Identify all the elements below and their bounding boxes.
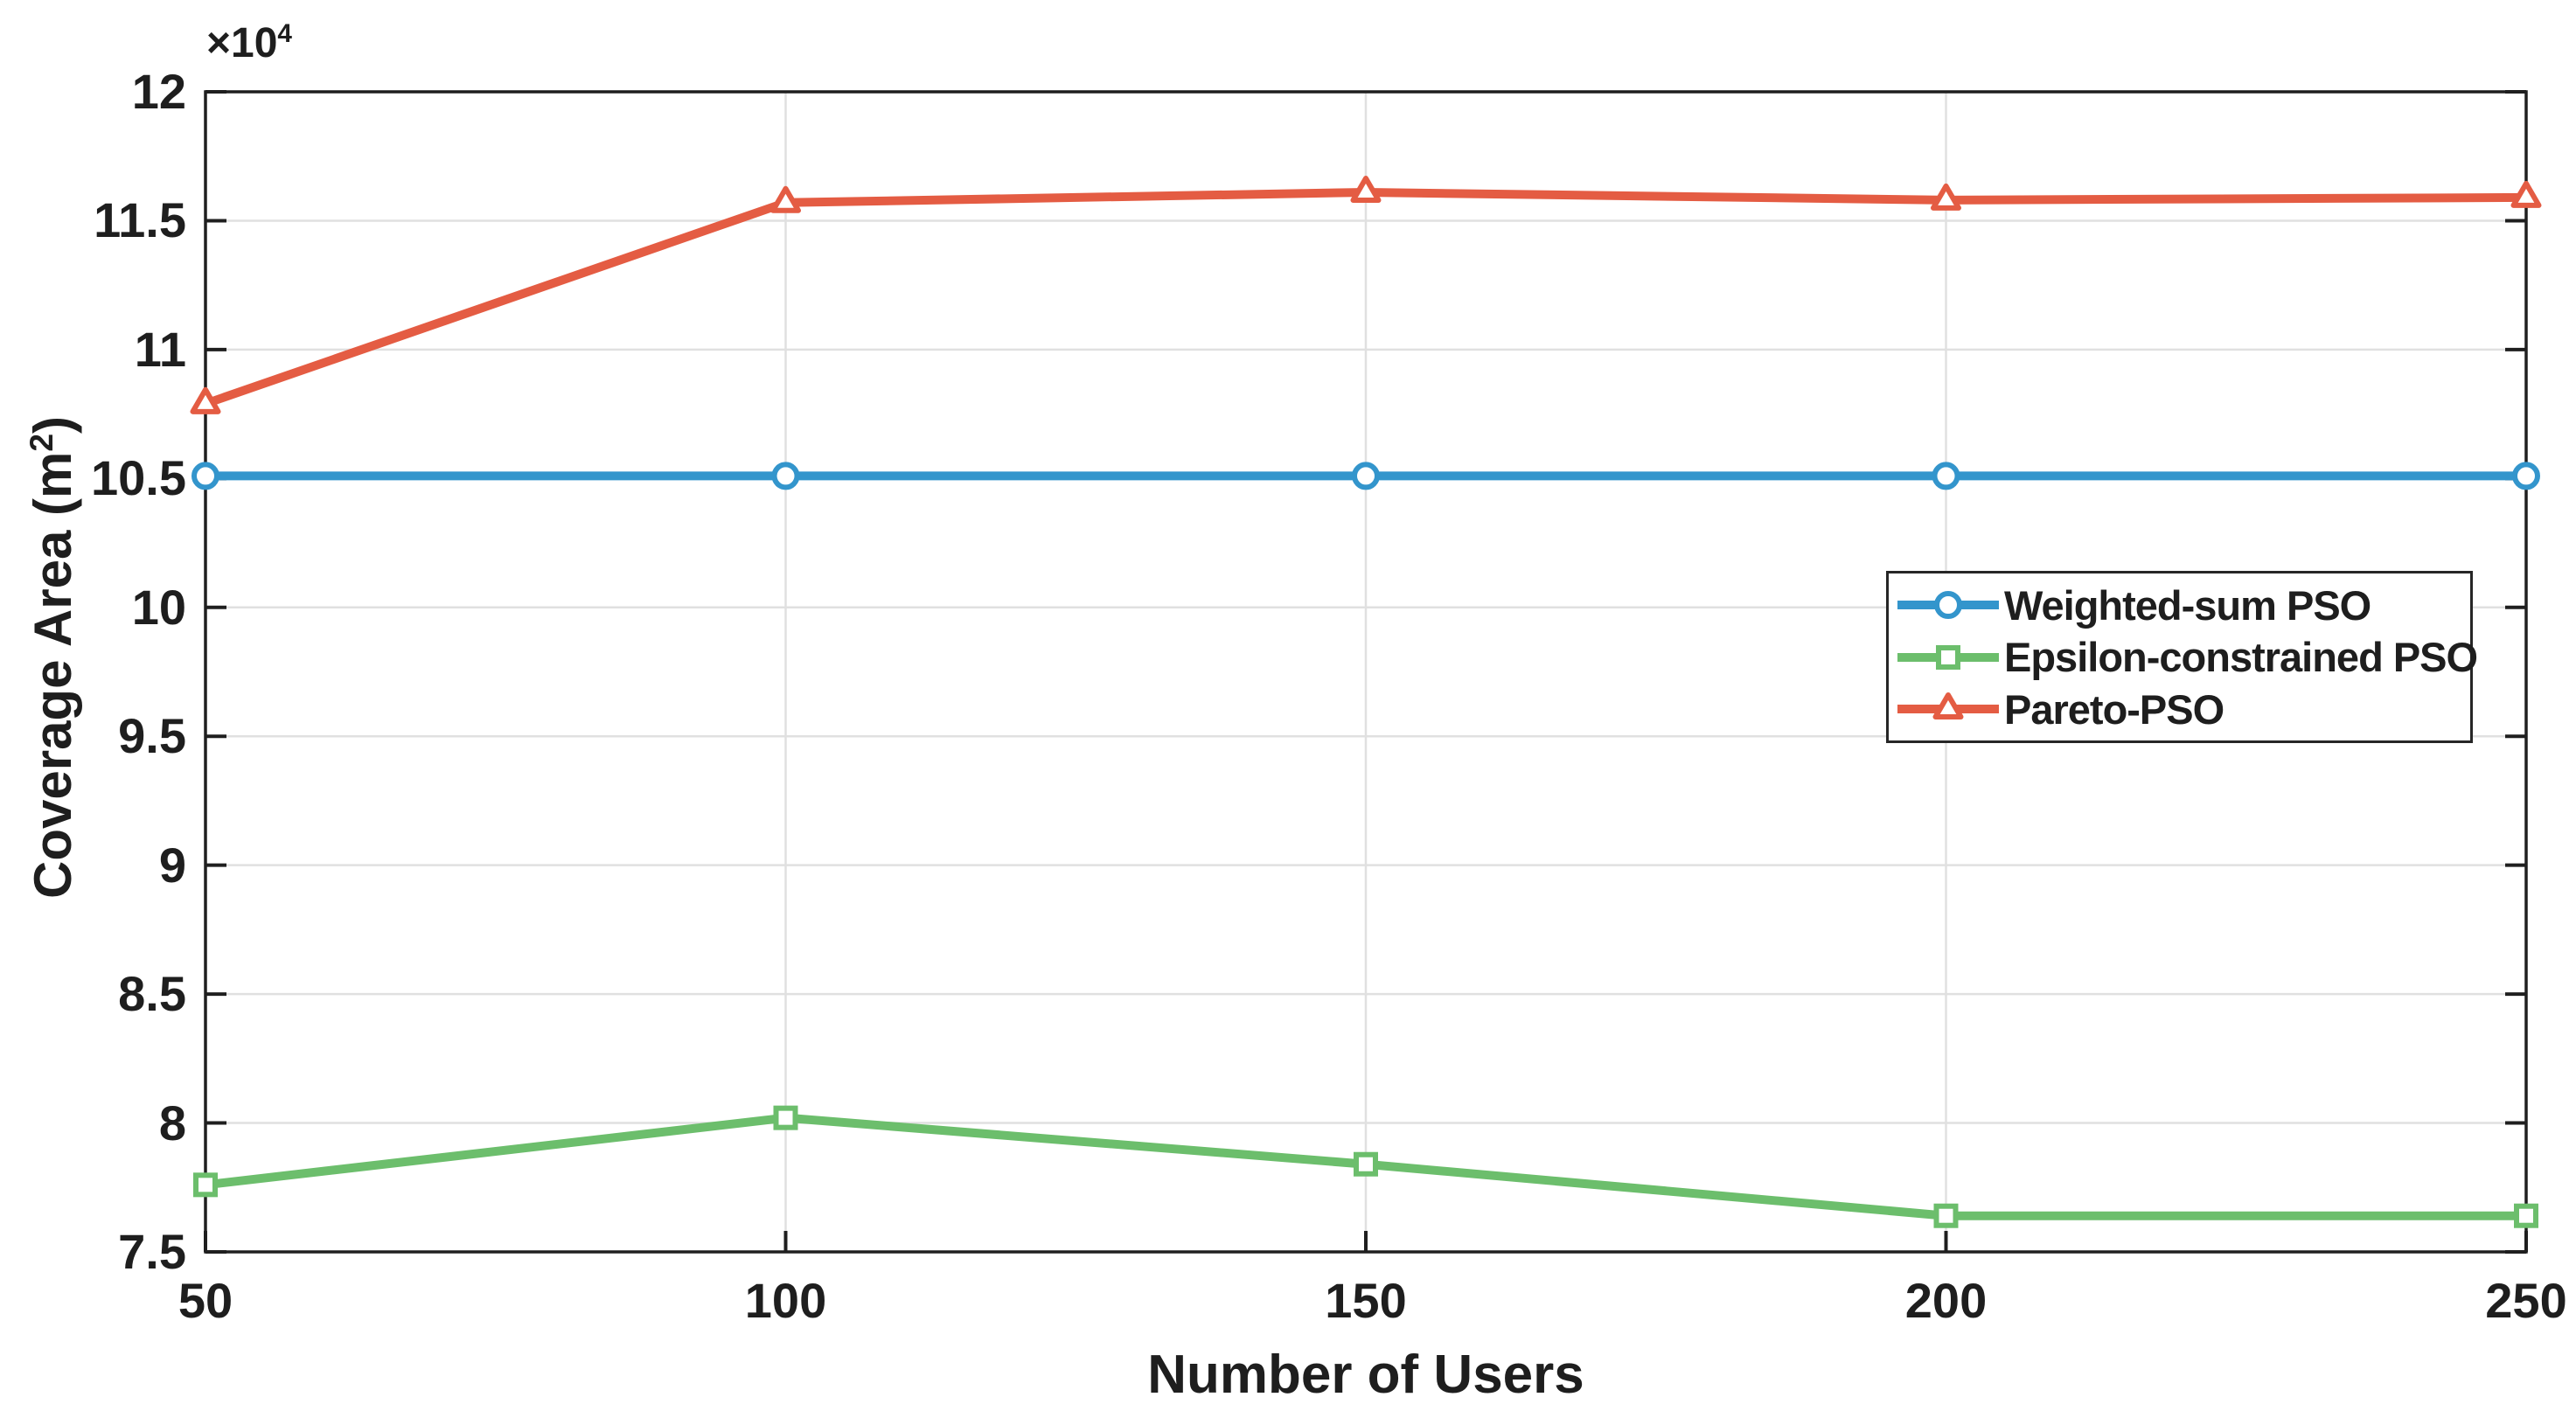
multiplier-base: ×10	[206, 20, 278, 66]
triangle-marker-icon	[770, 185, 801, 213]
circle-marker-icon	[191, 462, 219, 490]
legend-item-weighted-sum-pso: Weighted-sum PSO	[1896, 585, 2470, 626]
triangle-marker-icon	[1932, 692, 1964, 719]
circle-marker-icon	[1352, 462, 1380, 490]
x-tick-label: 50	[178, 1273, 233, 1328]
square-marker-icon	[193, 1172, 218, 1198]
triangle-marker-icon	[1931, 183, 1961, 211]
square-marker-icon	[1354, 1151, 1378, 1177]
multiplier-exponent: 4	[277, 19, 292, 48]
legend: Weighted-sum PSO Epsilon-constrained PSO…	[1886, 571, 2478, 743]
circle-marker-icon	[1934, 591, 1962, 619]
x-tick-label: 250	[2485, 1273, 2567, 1328]
circle-marker-icon	[2512, 462, 2540, 490]
triangle-marker-icon	[190, 386, 221, 414]
legend-item-pareto-pso: Pareto-PSO	[1896, 689, 2470, 730]
line-triangle-marker-icon	[1896, 690, 2001, 728]
y-tick-label: 8.5	[118, 966, 186, 1022]
square-marker-icon	[773, 1105, 798, 1130]
line-circle-marker-icon	[1896, 586, 2001, 624]
y-tick-label: 8	[158, 1095, 186, 1150]
x-axis-label: Number of Users	[1147, 1345, 1584, 1404]
square-marker-icon	[2514, 1203, 2538, 1228]
circle-marker-icon	[771, 462, 800, 490]
square-marker-icon	[1936, 644, 1960, 670]
series-pareto-pso	[190, 176, 2542, 414]
y-tick-label: 9.5	[118, 708, 186, 764]
y-tick-label: 11.5	[94, 192, 186, 248]
y-tick-label: 7.5	[118, 1224, 186, 1279]
triangle-marker-icon	[1350, 176, 1382, 204]
line-square-marker-icon	[1896, 638, 2001, 677]
legend-label: Epsilon-constrained PSO	[2004, 634, 2478, 680]
y-axis-multiplier: ×104	[206, 21, 292, 65]
y-tick-label: 12	[131, 64, 186, 119]
x-tick-label: 100	[744, 1273, 827, 1328]
x-tick-label: 200	[1904, 1273, 1988, 1328]
x-tick-label: 150	[1325, 1273, 1407, 1328]
square-marker-icon	[1933, 1203, 1959, 1228]
y-tick-label: 10.5	[91, 450, 186, 506]
y-tick-label: 10	[131, 579, 186, 635]
series-weighted-sum-pso	[191, 462, 2540, 490]
y-tick-label: 11	[134, 321, 186, 377]
legend-item-epsilon-constrained-pso: Epsilon-constrained PSO	[1896, 636, 2478, 678]
y-axis-label: Coverage Area (m2)	[23, 416, 82, 899]
circle-marker-icon	[1932, 462, 1960, 490]
legend-label: Weighted-sum PSO	[2004, 581, 2371, 629]
series-epsilon-constrained-pso	[193, 1105, 2538, 1228]
y-tick-label: 9	[158, 837, 186, 893]
legend-label: Pareto-PSO	[2004, 685, 2224, 733]
triangle-marker-icon	[2510, 180, 2542, 208]
